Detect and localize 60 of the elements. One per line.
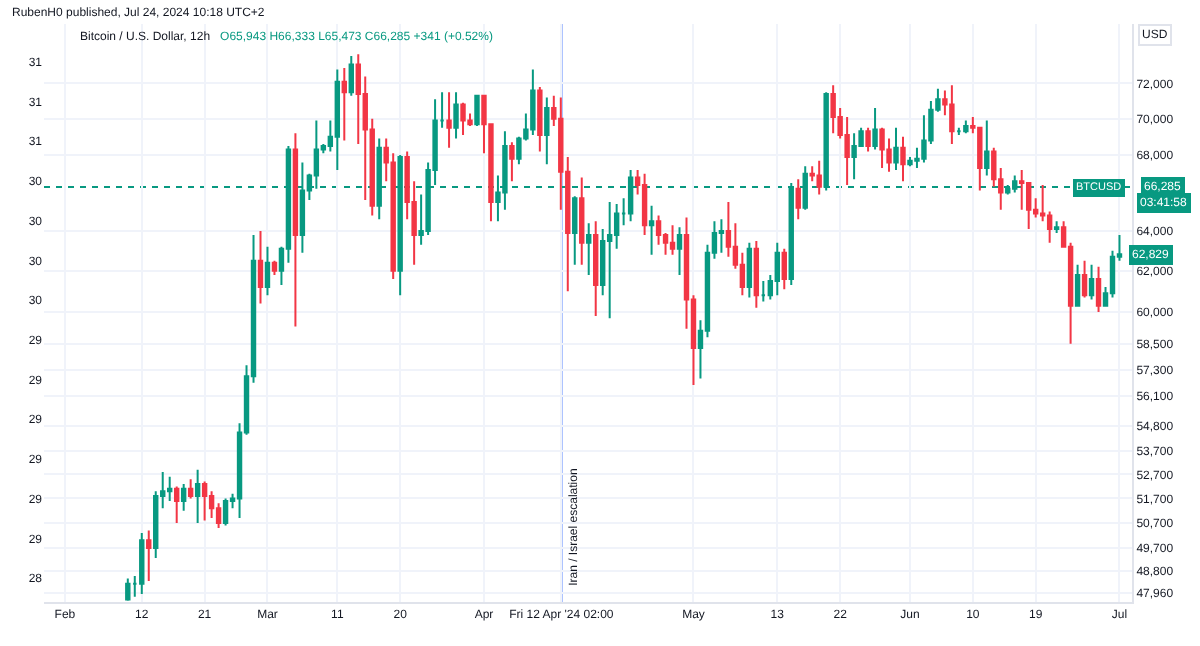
candlestick [257,230,264,305]
candlestick [222,497,229,527]
candlestick [453,91,459,140]
candlestick [907,155,913,168]
candlestick [648,204,655,256]
candlestick [865,126,871,153]
candlestick [271,259,278,276]
candlestick [718,218,725,254]
candlestick [1081,259,1088,299]
candlestick [879,126,885,170]
candlestick [341,66,347,142]
candlestick [530,68,536,136]
candlestick [893,126,899,171]
candlestick [872,107,878,151]
candlestick [474,94,480,127]
candlestick [572,195,578,266]
candlestick [1088,263,1095,301]
candlestick [641,172,648,236]
candlestick [669,224,676,256]
candlestick [746,241,753,299]
candlestick [208,490,215,520]
candlestick [125,577,131,602]
candlestick [676,226,683,276]
candlestick [844,115,850,186]
candlestick [180,483,187,512]
candlestick [292,132,299,328]
candlestick [1074,263,1081,307]
candlestick [760,279,767,303]
candlestick [795,178,801,221]
candlestick [167,475,173,502]
candlestick [781,247,787,291]
candlestick [586,222,592,276]
candlestick [446,91,452,149]
candlestick [194,468,201,524]
candlestick [606,201,613,320]
candlestick [949,84,955,146]
candlestick [579,176,585,266]
candlestick [984,119,990,177]
candlestick [593,220,599,318]
candlestick [139,531,145,596]
candlestick [146,529,152,583]
candlestick [830,84,836,135]
candlestick [1095,265,1102,313]
candlestick [963,119,969,135]
candlestick [753,239,760,309]
candlestick [201,480,208,522]
candlestick [900,135,906,183]
candlestick [774,241,780,297]
candlestick [851,132,857,181]
candlestick [173,485,180,524]
candlestick [537,85,543,153]
candlestick [348,54,354,97]
candlestick [460,101,466,136]
candlestick [1053,220,1060,235]
candlestick [334,68,341,171]
candlestick [544,96,550,166]
candlestick [816,159,822,196]
candlestick [509,141,515,183]
candlestick [187,478,194,500]
candlestick [264,245,271,297]
